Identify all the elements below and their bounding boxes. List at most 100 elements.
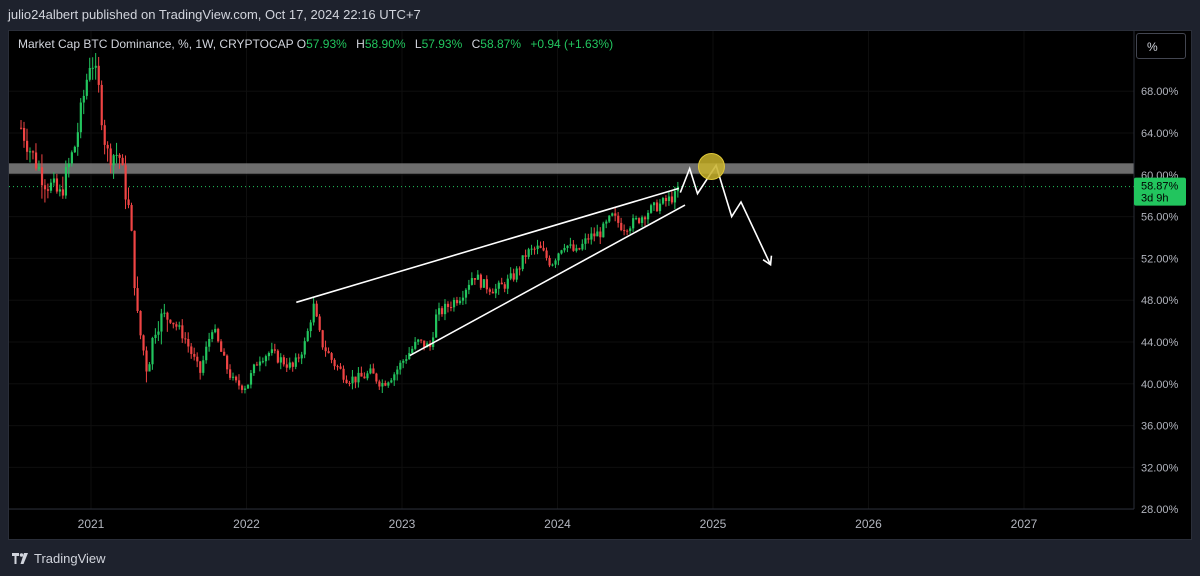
published-banner: julio24albert published on TradingView.c…: [0, 0, 1200, 30]
candle-up: [402, 360, 405, 363]
time-tick-label: 2025: [700, 517, 727, 531]
candle-up: [70, 152, 73, 164]
candle-up: [157, 331, 160, 335]
candle-down: [339, 366, 342, 369]
candle-down: [109, 148, 112, 166]
candle-down: [324, 347, 327, 352]
candle-up: [566, 245, 569, 248]
candle-down: [199, 361, 202, 373]
candle-down: [348, 383, 351, 385]
candle-down: [518, 268, 521, 270]
price-axis[interactable]: 68.00%64.00%60.00%56.00%52.00%48.00%44.0…: [1133, 31, 1179, 516]
candle-up: [115, 154, 118, 156]
candle-down: [333, 359, 336, 367]
time-axis[interactable]: 2021 2022 2023 2024 2025 2026 2027: [9, 508, 1134, 531]
candle-up: [649, 205, 653, 213]
candle-up: [243, 388, 247, 390]
candle-up: [279, 357, 282, 363]
candle-down: [533, 248, 536, 250]
candle-down: [181, 325, 184, 339]
resistance-zone-band: [9, 163, 1134, 174]
candle-up: [497, 282, 500, 289]
drawing-annotations: [296, 152, 773, 357]
percent-scale-button[interactable]: %: [1136, 33, 1186, 59]
candle-up: [261, 361, 265, 363]
candle-down: [100, 84, 103, 126]
candle-up: [357, 372, 360, 383]
candle-up: [411, 348, 414, 354]
candle-up: [88, 67, 91, 80]
candle-down: [226, 355, 229, 370]
candle-down: [545, 250, 548, 258]
candle-up: [67, 163, 70, 168]
candle-down: [282, 357, 285, 365]
candle-down: [449, 306, 453, 308]
candle-down: [479, 274, 483, 288]
candle-up: [294, 357, 297, 367]
candle-up: [414, 341, 417, 349]
candle-down: [354, 376, 357, 383]
candle-up: [581, 243, 584, 250]
candle-down: [20, 127, 23, 129]
candle-up: [306, 331, 309, 342]
candle-down: [548, 257, 551, 266]
candle-up: [569, 244, 572, 246]
candle-up: [629, 228, 632, 231]
candle-down: [488, 289, 491, 292]
candle-up: [605, 221, 608, 224]
last-price-badge-value: 58.87%: [1141, 181, 1179, 193]
candle-up: [49, 182, 53, 191]
candle-down: [578, 248, 581, 250]
candle-up: [76, 132, 79, 147]
candle-up: [635, 218, 638, 220]
candle-up: [390, 380, 393, 383]
candle-up: [79, 102, 82, 133]
price-tick-label: 28.00%: [1141, 504, 1179, 516]
price-tick-label: 56.00%: [1141, 212, 1179, 224]
tradingview-logo[interactable]: TradingView: [12, 551, 106, 566]
candle-up: [73, 146, 76, 153]
candle-down: [315, 303, 318, 317]
candle-up: [399, 362, 402, 370]
candle-down: [330, 353, 333, 360]
candle-down: [55, 178, 59, 192]
candle-down: [620, 222, 623, 231]
candle-up: [58, 189, 62, 192]
candle-up: [438, 308, 441, 315]
candle-down: [61, 189, 65, 196]
candle-down: [599, 231, 602, 238]
price-tick-label: 52.00%: [1141, 253, 1179, 265]
wedge-lower-trendline: [409, 204, 686, 357]
candle-down: [617, 215, 620, 223]
candle-up: [393, 374, 396, 381]
price-tick-label: 40.00%: [1141, 379, 1179, 391]
legend-close-label: C: [471, 37, 481, 51]
candle-down: [31, 151, 35, 153]
candle-down: [363, 376, 366, 379]
time-tick-label: 2022: [233, 517, 260, 531]
candle-up: [396, 369, 399, 375]
legend-low-label: L: [414, 37, 422, 51]
candle-up: [554, 260, 557, 265]
candle-down: [133, 230, 136, 289]
candle-down: [500, 282, 503, 285]
candle-down: [372, 368, 375, 374]
candle-up: [470, 278, 474, 285]
candle-down: [291, 362, 294, 367]
candle-down: [664, 198, 668, 202]
candle-up: [288, 362, 291, 368]
candle-down: [127, 199, 130, 206]
tradingview-logo-icon: [12, 553, 28, 564]
candle-down: [169, 319, 172, 323]
candle-up: [536, 245, 539, 250]
candle-down: [384, 383, 387, 386]
candle-up: [366, 373, 369, 379]
candle-up: [461, 297, 465, 301]
candle-down: [670, 196, 674, 203]
candle-up: [205, 346, 208, 361]
candle-down: [43, 185, 47, 190]
candle-up: [160, 313, 163, 332]
chart-pane[interactable]: [8, 30, 1192, 540]
candle-up: [64, 167, 68, 196]
